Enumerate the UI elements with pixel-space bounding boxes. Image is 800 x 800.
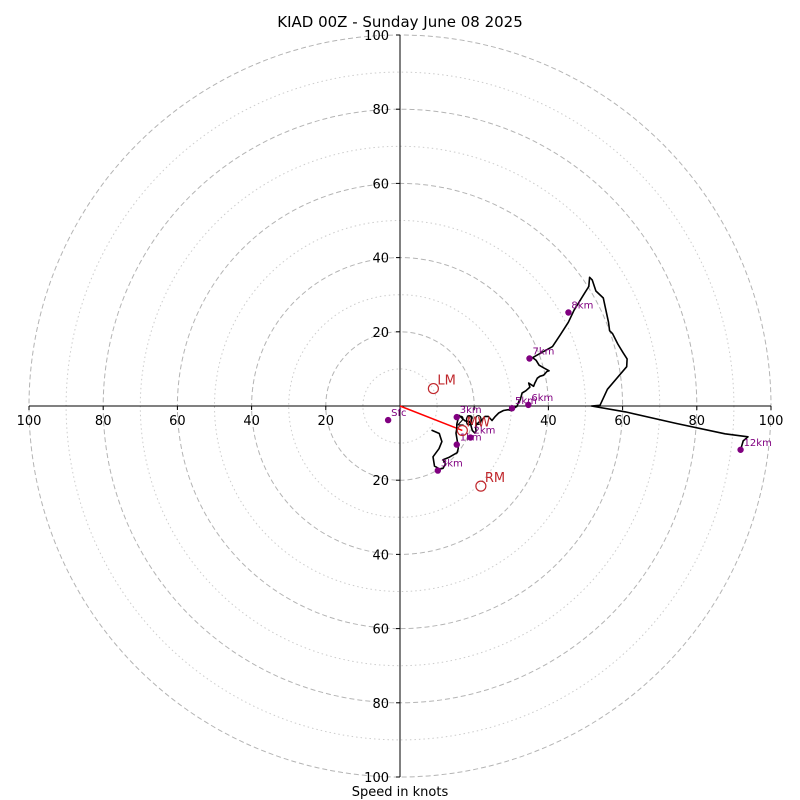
height-marker xyxy=(467,434,474,441)
chart-title: KIAD 00Z - Sunday June 08 2025 xyxy=(277,13,523,31)
height-marker xyxy=(384,416,392,424)
y-tick-label: 20 xyxy=(372,474,389,489)
height-marker-label: Sfc xyxy=(391,408,406,419)
height-marker xyxy=(508,405,516,412)
height-marker-label: 3km xyxy=(441,459,463,470)
x-tick-label: 100 xyxy=(759,414,784,429)
height-marker-label: 6km xyxy=(531,393,553,404)
height-marker-label: 2km xyxy=(473,426,495,437)
height-marker-label: 7km xyxy=(532,347,554,358)
x-tick-label: 80 xyxy=(95,414,112,429)
height-marker xyxy=(434,467,442,474)
height-marker xyxy=(737,446,744,453)
height-marker xyxy=(453,413,460,421)
x-tick-label: 40 xyxy=(243,414,260,429)
x-tick-label: 20 xyxy=(318,414,335,429)
x-tick-label: 60 xyxy=(169,414,186,429)
storm-motion-marker xyxy=(427,382,439,395)
storm-motion-label: LM xyxy=(437,374,455,389)
storm-motion-marker xyxy=(456,424,468,437)
height-marker xyxy=(453,441,460,448)
y-tick-label: 60 xyxy=(372,623,389,638)
storm-motion-vector xyxy=(399,405,463,432)
height-marker-label: 8km xyxy=(571,301,593,312)
x-tick-label: 100 xyxy=(17,414,42,429)
storm-motion-label: RM xyxy=(485,471,505,486)
height-marker xyxy=(565,309,572,316)
y-tick-label: 100 xyxy=(364,771,389,786)
y-tick-label: 40 xyxy=(372,548,389,563)
storm-motion-label: MW xyxy=(466,415,490,430)
x-axis-label: Speed in knots xyxy=(352,785,449,800)
height-marker-label: 5km xyxy=(515,396,537,407)
y-tick-label: 40 xyxy=(372,252,389,267)
height-marker-label: 3km xyxy=(460,405,482,416)
markers: 20Sfc1km2km3km3km5km6km7km8km12kmLMMWRM xyxy=(384,301,772,492)
tick-labels: 100 80 60 40 20 20 40 60 80 100100806040202040608… xyxy=(17,29,784,786)
height-marker xyxy=(526,355,533,362)
x-tick-label: 80 xyxy=(689,414,706,429)
y-tick-label: 100 xyxy=(364,29,389,44)
x-tick-label: 40 xyxy=(540,414,557,429)
height-marker xyxy=(525,401,532,409)
y-tick-label: 80 xyxy=(372,697,389,712)
height-marker-label: 12km xyxy=(744,438,772,449)
y-tick-label: 20 xyxy=(372,326,389,341)
x-tick-label: 60 xyxy=(614,414,631,429)
storm-motion-marker xyxy=(475,480,487,492)
y-tick-label: 60 xyxy=(372,177,389,192)
y-tick-label: 80 xyxy=(372,103,389,118)
